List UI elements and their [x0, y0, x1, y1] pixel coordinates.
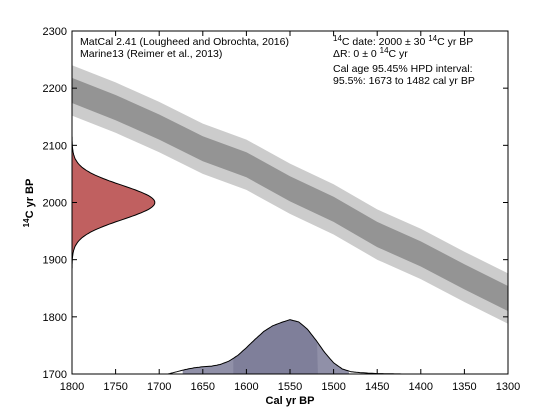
calibrated-age-distribution: [72, 319, 508, 375]
hpd-core-fill: [233, 319, 318, 374]
plot-area: [71, 65, 508, 375]
axes: 1800 1750 1700 1650 1600 1550 1500 1450 1400 1350…: [43, 26, 521, 393]
c14-distribution-outline: [71, 133, 156, 272]
y-tick-label: 1800: [43, 312, 67, 324]
y-tick-label: 2100: [43, 140, 67, 152]
y-tick-label: 1700: [43, 369, 67, 381]
x-tick-label: 1350: [452, 381, 476, 393]
x-tick-label: 1550: [278, 381, 302, 393]
y-tick-label: 2000: [43, 198, 67, 210]
x-tick-label: 1800: [60, 381, 84, 393]
x-tick-label: 1600: [234, 381, 258, 393]
y-axis-title: 14C yr BP: [22, 179, 36, 228]
x-tick-label: 1650: [191, 381, 215, 393]
y-tick-label: 2300: [43, 26, 67, 38]
calibration-curve: [72, 65, 508, 324]
c14-distribution-fill: [72, 133, 155, 272]
y-tick-label: 2200: [43, 83, 67, 95]
x-tick-label: 1300: [496, 381, 520, 393]
annotation-software: MatCal 2.41 (Lougheed and Obrochta, 2016…: [80, 36, 289, 48]
annotation-hpd-title: Cal age 95.45% HPD interval:: [333, 63, 473, 75]
c14-date-distribution: [71, 133, 156, 272]
x-tick-label: 1450: [365, 381, 389, 393]
x-tick-label: 1700: [147, 381, 171, 393]
annotation-hpd-range: 95.5%: 1673 to 1482 cal yr BP: [333, 75, 475, 87]
x-axis-title: Cal yr BP: [266, 395, 315, 407]
y-tick-label: 1900: [43, 255, 67, 267]
annotation-curve: Marine13 (Reimer et al., 2013): [80, 48, 222, 60]
annotation-delta-r: ΔR: 0 ± 0 14C yr: [333, 46, 408, 60]
curve-1sigma-band: [72, 77, 508, 312]
x-tick-label: 1500: [321, 381, 345, 393]
x-tick-label: 1400: [409, 381, 433, 393]
annotation-c14-date: 14C date: 2000 ± 30 14C yr BP: [333, 34, 473, 48]
x-tick-label: 1750: [103, 381, 127, 393]
